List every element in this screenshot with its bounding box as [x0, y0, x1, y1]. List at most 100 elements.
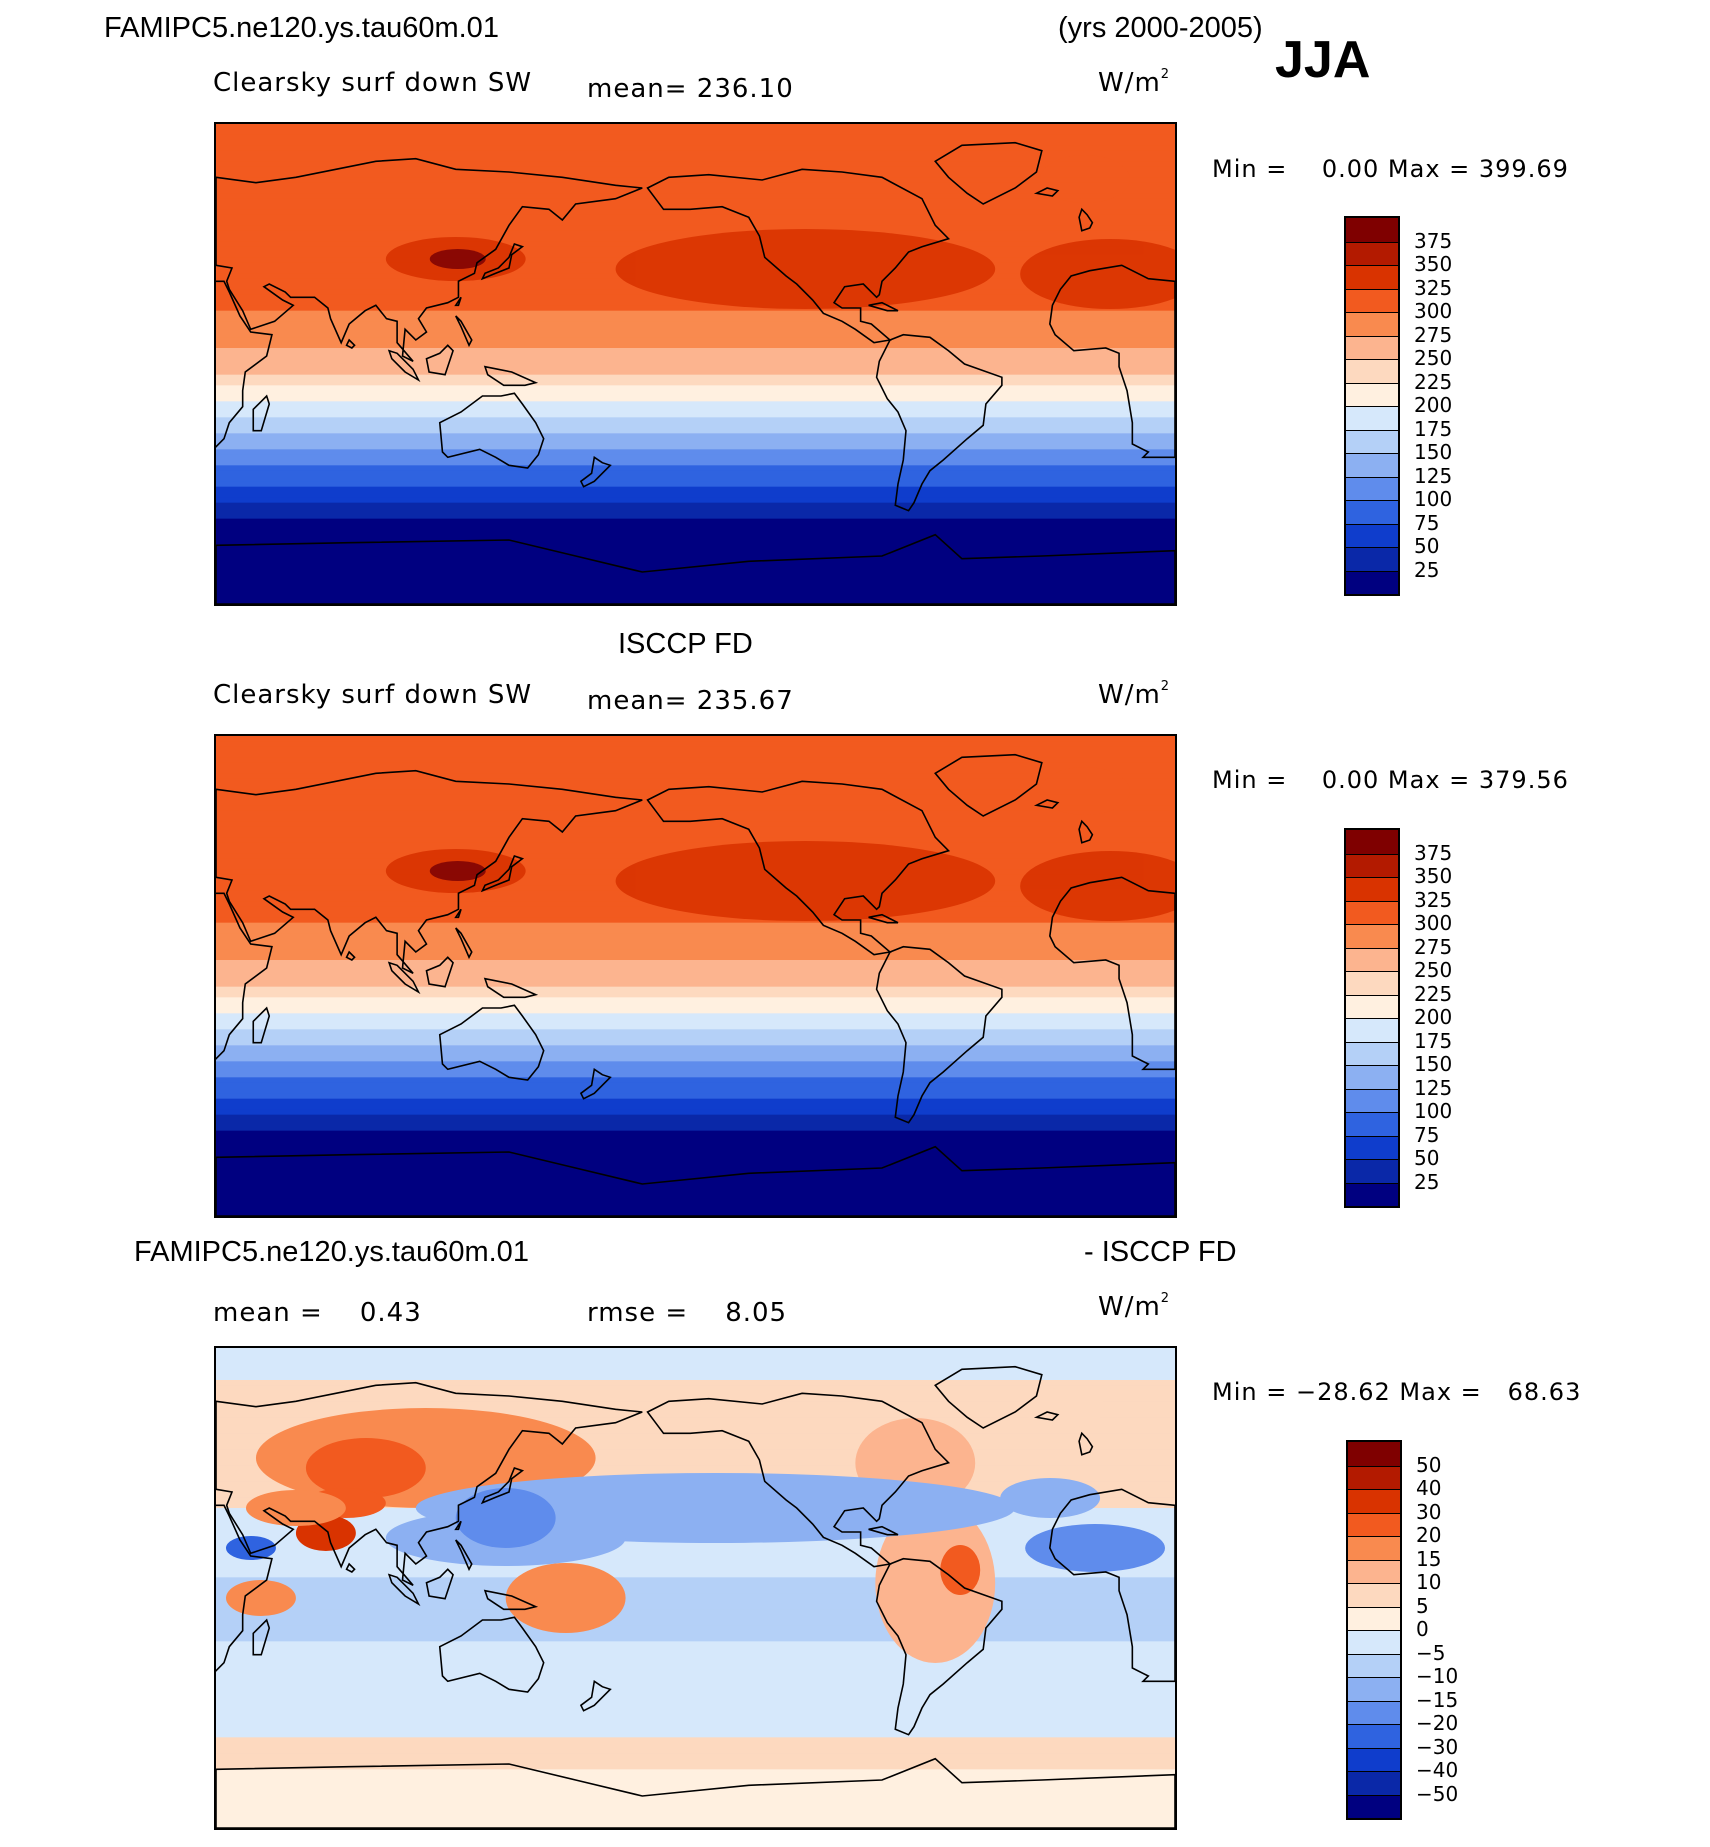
- field-band: [216, 992, 1175, 998]
- field-band: [216, 1184, 1175, 1190]
- coastline-iceland: [1033, 1411, 1060, 1421]
- coastline-sri: [345, 950, 356, 961]
- colorbar-swatch: [1346, 971, 1398, 995]
- diff-band: [216, 1737, 1175, 1744]
- field-band: [216, 145, 1175, 152]
- diff-band: [216, 1753, 1175, 1760]
- colorbar-swatch: [1346, 947, 1398, 971]
- coastline-borneo: [425, 1568, 454, 1600]
- field-band: [216, 1114, 1175, 1121]
- panel1-minmax: Min = 0.00 Max = 399.69: [1212, 155, 1569, 183]
- field-band: [216, 1098, 1175, 1105]
- field-band: [216, 741, 1175, 748]
- field-band: [216, 1034, 1175, 1041]
- panel1-units: W/m2: [1098, 67, 1171, 98]
- colorbar-tick-label: 125: [1414, 1075, 1453, 1100]
- coastline-uk: [1078, 819, 1094, 844]
- coastline-philip: [455, 1539, 473, 1572]
- colorbar-swatch: [1346, 359, 1398, 383]
- panel2-colorbar: [1344, 828, 1400, 1208]
- colorbar-swatch: [1348, 1442, 1400, 1466]
- field-bands: [216, 124, 1175, 604]
- coastline-greenland: [934, 753, 1043, 817]
- diff-band: [216, 1390, 1175, 1397]
- field-band: [216, 949, 1175, 956]
- field-band: [216, 960, 1175, 966]
- colorbar-tick-label: −30: [1416, 1734, 1459, 1759]
- coastline-madagascar: [252, 1618, 271, 1656]
- field-band: [216, 778, 1175, 785]
- field-patches: [385, 155, 1175, 309]
- field-band: [216, 209, 1175, 216]
- colorbar-tick-label: 50: [1414, 1146, 1440, 1170]
- field-band: [216, 736, 1175, 742]
- field-band: [216, 1109, 1175, 1116]
- diff-band: [216, 1742, 1175, 1749]
- colorbar-swatch: [1346, 288, 1398, 312]
- coastline-madagascar: [252, 1006, 271, 1044]
- field-band: [216, 486, 1175, 493]
- sahara-positive: [245, 1490, 346, 1526]
- field-band: [216, 976, 1175, 982]
- colorbar-tick-label: −50: [1416, 1781, 1459, 1806]
- field-band: [216, 342, 1175, 349]
- atlantic-negative: [1025, 1524, 1166, 1572]
- colorbar-tick-label: 0: [1416, 1617, 1429, 1641]
- colorbar-swatch: [1346, 877, 1398, 901]
- diff-band: [216, 1689, 1175, 1696]
- coastline-madagascar: [252, 394, 271, 432]
- coastlines: [216, 1365, 1175, 1828]
- field-band: [216, 598, 1175, 604]
- diff-band: [216, 1822, 1175, 1828]
- coastline-samerica: [875, 945, 1003, 1124]
- field-band: [216, 449, 1175, 456]
- coastline-nz: [579, 455, 612, 488]
- field-band: [216, 1061, 1175, 1068]
- field-band: [216, 326, 1175, 333]
- diff-band: [216, 1364, 1175, 1370]
- panel2-title: ISCCP FD: [618, 628, 753, 660]
- field-band: [216, 337, 1175, 344]
- field-band: [216, 225, 1175, 232]
- colorbar-swatch: [1346, 1088, 1398, 1112]
- colorbar-swatch: [1348, 1677, 1400, 1701]
- field-band: [216, 417, 1175, 424]
- field-band: [216, 800, 1175, 806]
- diff-band: [216, 1726, 1175, 1733]
- caribbean-negative: [1000, 1478, 1101, 1518]
- colorbar-tick-label: 350: [1414, 864, 1453, 888]
- field-band: [216, 981, 1175, 988]
- field-band: [216, 348, 1175, 354]
- field-band: [216, 1077, 1175, 1084]
- diff-band: [216, 1812, 1175, 1818]
- south-africa-positive: [225, 1580, 296, 1616]
- field-band: [216, 965, 1175, 972]
- field-band: [216, 150, 1175, 157]
- coastline-namerica: [646, 168, 951, 344]
- coastline-philip: [455, 927, 473, 960]
- field-band: [216, 529, 1175, 536]
- coastlines: [216, 753, 1175, 1216]
- field-band: [216, 1120, 1175, 1126]
- coastline-newguinea: [483, 977, 539, 999]
- coastlines: [216, 141, 1175, 604]
- field-band: [216, 577, 1175, 584]
- colorbar-tick-label: −5: [1416, 1640, 1446, 1665]
- diff-band: [216, 1545, 1175, 1552]
- field-band: [216, 970, 1175, 977]
- field-band: [216, 182, 1175, 189]
- field-band: [216, 928, 1175, 934]
- diff-band: [216, 1646, 1175, 1653]
- colorbar-tick-label: −10: [1416, 1664, 1459, 1688]
- field-band: [216, 476, 1175, 482]
- coastline-borneo: [425, 956, 454, 988]
- field-band: [216, 986, 1175, 993]
- field-band: [216, 470, 1175, 477]
- pacific-high-patch: [615, 841, 996, 921]
- field-band: [216, 369, 1175, 376]
- colorbar-swatch: [1346, 476, 1398, 500]
- field-band: [216, 746, 1175, 753]
- coastline-uk: [1078, 207, 1094, 232]
- diff-band: [216, 1630, 1175, 1637]
- field-band: [216, 588, 1175, 594]
